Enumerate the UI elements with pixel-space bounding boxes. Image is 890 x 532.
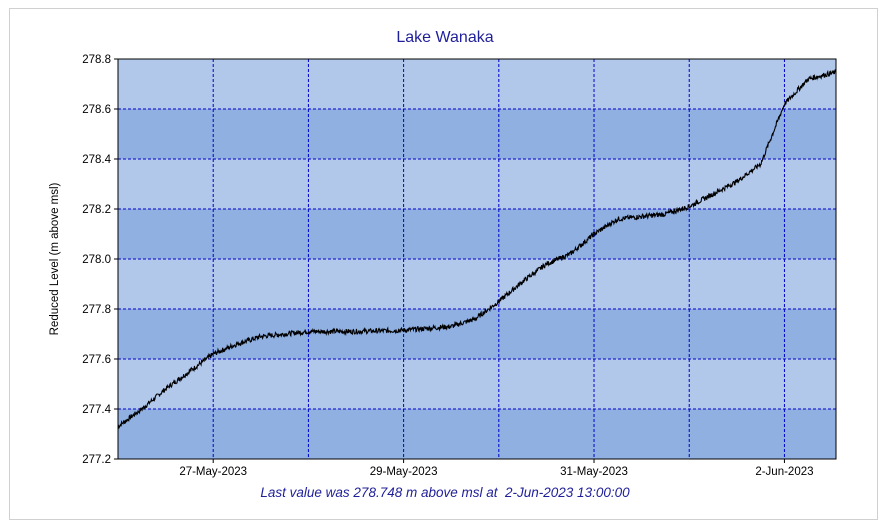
y-tick-label: 277.8: [82, 304, 111, 316]
y-tick-label: 278.6: [82, 104, 111, 116]
background-band: [118, 109, 836, 159]
x-tick-label: 2-Jun-2023: [755, 466, 813, 478]
series-layer: [117, 68, 837, 430]
background-band: [118, 59, 836, 109]
series-line: [117, 68, 837, 430]
y-tick-label: 277.2: [82, 454, 111, 466]
y-tick-label: 278.4: [82, 154, 111, 166]
y-tick-label: 278.2: [82, 204, 111, 216]
y-tick-label: 277.6: [82, 354, 111, 366]
background-band: [118, 409, 836, 459]
background-band: [118, 309, 836, 359]
y-tick-label: 277.4: [82, 404, 111, 416]
last-value-caption: Last value was 278.748 m above msl at 2-…: [260, 485, 630, 500]
y-axis-label: Reduced Level (m above msl): [49, 182, 61, 335]
x-tick-label: 31-May-2023: [560, 466, 628, 478]
chart-title: Lake Wanaka: [396, 29, 494, 46]
x-tick-label: 27-May-2023: [179, 466, 247, 478]
background-band: [118, 209, 836, 259]
axes: [114, 58, 837, 463]
background-band: [118, 159, 836, 209]
background-bands: [118, 59, 836, 459]
background-band: [118, 359, 836, 409]
y-tick-label: 278.0: [82, 254, 111, 266]
x-tick-labels: 27-May-2023 29-May-2023 31-May-2023 2-Jun-2…: [179, 466, 813, 478]
background-band: [118, 259, 836, 309]
y-tick-labels: 277.2 277.4 277.6 277.8 278.0 278.2 278.4 278.6…: [82, 54, 111, 466]
y-tick-label: 278.8: [82, 54, 111, 66]
x-tick-label: 29-May-2023: [370, 466, 438, 478]
